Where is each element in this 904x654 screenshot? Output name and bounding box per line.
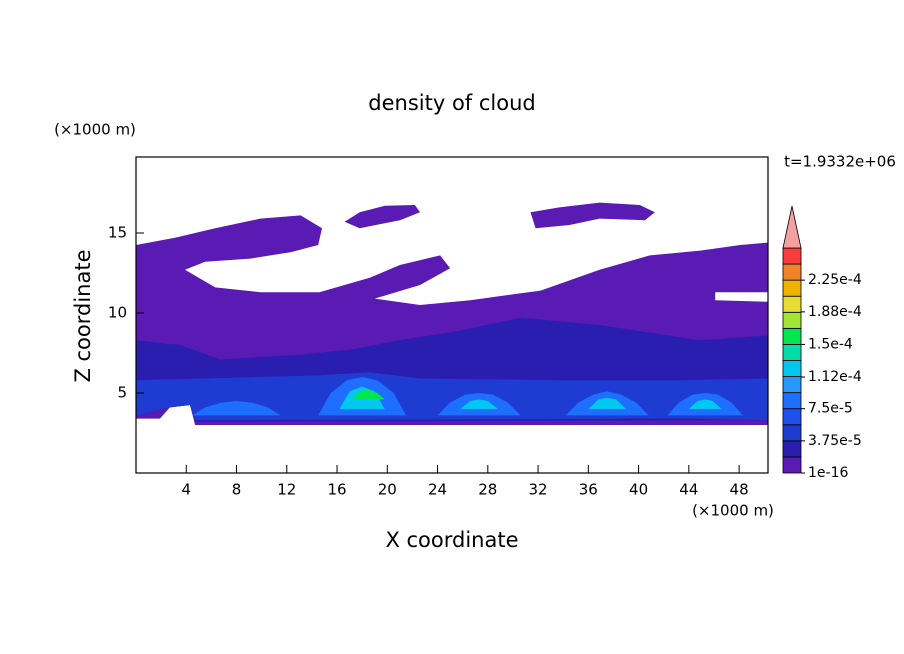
x-tick-label: 24	[428, 481, 447, 499]
x-tick-label: 32	[529, 481, 548, 499]
colorbar-box	[782, 424, 802, 442]
colorbar-box	[782, 440, 802, 458]
colorbar-box	[782, 344, 802, 361]
y-axis-label: Z coordinate	[71, 249, 95, 382]
contour-region	[352, 389, 385, 400]
contour-region	[688, 399, 722, 409]
contour-region	[588, 397, 626, 409]
colorbar-box	[782, 263, 802, 281]
colorbar-box	[782, 295, 802, 313]
contour-region	[192, 401, 281, 416]
x-tick-label: 20	[378, 481, 397, 499]
colorbar-tick-label: 3.75e-5	[808, 433, 862, 449]
y-tick-label: 5	[117, 384, 127, 402]
colorbar-tick-label: 1.5e-4	[808, 336, 853, 352]
colorbar-box	[782, 327, 802, 345]
x-tick-label: 44	[679, 481, 698, 499]
colorbar-box	[782, 360, 802, 377]
y-tick-label: 10	[108, 304, 127, 322]
colorbar-tick-label: 1e-16	[808, 465, 848, 481]
colorbar-box	[782, 456, 802, 474]
colorbar-box	[782, 408, 802, 426]
x-unit: (×1000 m)	[692, 502, 774, 520]
annotation: t=1.9332e+06	[784, 153, 896, 171]
chart-title: density of cloud	[368, 91, 535, 115]
colorbar-box	[782, 311, 802, 329]
colorbar-tick-label: 1.12e-4	[808, 369, 862, 385]
contour-region	[530, 202, 655, 229]
colorbar-box	[782, 376, 802, 394]
x-tick-label: 4	[181, 481, 191, 499]
colorbar-over	[782, 205, 802, 249]
x-axis-label: X coordinate	[385, 528, 518, 552]
colorbar-box	[782, 392, 802, 410]
x-tick-label: 12	[277, 481, 296, 499]
colorbar-box	[782, 247, 802, 265]
x-tick-label: 36	[579, 481, 598, 499]
x-tick-label: 28	[478, 481, 497, 499]
plot-frame	[135, 156, 769, 474]
contour-field	[136, 202, 768, 425]
colorbar-box	[782, 279, 802, 297]
x-tick-label: 48	[730, 481, 749, 499]
colorbar-tick-label: 1.88e-4	[808, 304, 862, 320]
contour-region	[460, 399, 498, 409]
x-tick-label: 40	[629, 481, 648, 499]
y-tick-label: 15	[108, 224, 127, 242]
y-unit: (×1000 m)	[54, 121, 136, 139]
contour-region	[344, 205, 420, 229]
x-tick-label: 8	[232, 481, 242, 499]
colorbar-tick-label: 2.25e-4	[808, 272, 862, 288]
x-tick-label: 16	[327, 481, 346, 499]
colorbar-tick-label: 7.5e-5	[808, 401, 853, 417]
